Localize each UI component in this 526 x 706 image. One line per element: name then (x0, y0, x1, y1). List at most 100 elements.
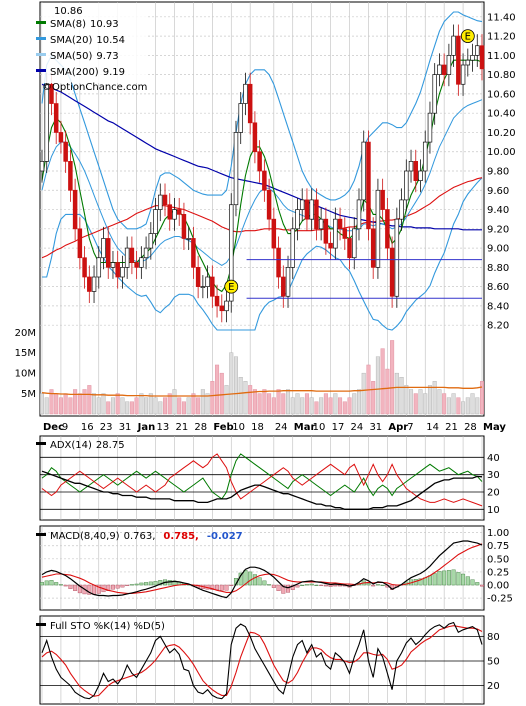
macd-tick-2: 0.50 (487, 554, 509, 565)
candle-body-58 (314, 199, 319, 230)
volume-bar-36 (210, 381, 215, 415)
volume-bar-8 (77, 393, 82, 415)
candle-body-53 (290, 228, 296, 268)
candle-body-71 (375, 189, 381, 268)
macd-hist-bar-50 (276, 584, 281, 592)
macd-hist-bar-36 (210, 584, 215, 590)
candle-body-18 (124, 247, 130, 268)
x-label-8: 28 (194, 422, 207, 433)
macd-hist-bar-82 (427, 575, 432, 586)
candle-body-67 (356, 199, 362, 230)
macd-signal-line (41, 543, 483, 594)
candle-body-8 (77, 228, 83, 259)
adx-tick-2: 20 (487, 488, 500, 499)
volume-bar-17 (120, 397, 125, 415)
volume-bar-63 (338, 397, 343, 415)
volume-bar-58 (314, 401, 319, 415)
volume-bar-78 (409, 389, 414, 415)
macd-hist-bar-86 (446, 570, 451, 586)
volume-bar-16 (115, 393, 120, 415)
macd-hist-bar-90 (465, 576, 470, 586)
candle-body-84 (437, 64, 442, 75)
volume-bar-83 (432, 381, 437, 415)
macd-hist-bar-71 (375, 584, 380, 586)
macd-hist-bar-5 (63, 584, 68, 587)
volume-bar-35 (205, 393, 210, 415)
volume-bar-46 (257, 393, 262, 415)
legend-sma200: SMA(200) 9.19 (50, 67, 125, 78)
minus-di-line (41, 453, 483, 507)
candle-body-19 (129, 247, 135, 263)
volume-bar-68 (361, 372, 366, 415)
macd-hist-bar-70 (371, 584, 376, 587)
stoch-tick-1: 50 (487, 657, 500, 668)
candle-body-63 (337, 218, 343, 230)
macd-line (41, 540, 483, 599)
macd-hist-bar-61 (328, 584, 333, 587)
price-tick-13: 8.80 (487, 263, 509, 274)
volume-bar-67 (356, 389, 361, 415)
sma200-line (41, 83, 482, 231)
macd-tick-1: 0.75 (487, 541, 509, 552)
macd-hist-bar-80 (418, 578, 423, 586)
candle-body-64 (342, 228, 348, 239)
volume-bar-90 (465, 397, 470, 415)
x-label-2: 16 (81, 422, 94, 433)
volume-bar-19 (129, 401, 134, 415)
candle-body-30 (181, 214, 187, 239)
price-tick-8: 9.80 (487, 167, 509, 178)
volume-bar-7 (73, 389, 78, 415)
macd-hist-bar-15 (110, 584, 115, 590)
legend-swatch-sma20 (36, 37, 46, 40)
volume-bar-23 (148, 393, 153, 415)
volume-bar-74 (390, 340, 395, 415)
price-tick-14: 8.60 (487, 282, 509, 293)
candle-body-7 (72, 189, 78, 230)
macd-hist-bar-11 (92, 584, 97, 595)
macd-hist-bar-23 (148, 581, 153, 586)
candle-body-81 (422, 141, 428, 172)
adx-title: ADX(14) 28.75 (50, 440, 125, 451)
volume-bar-89 (461, 401, 466, 415)
x-label-6: 13 (157, 422, 170, 433)
volume-bar-87 (451, 393, 456, 415)
x-label-15: 17 (332, 422, 345, 433)
candle-body-14 (105, 238, 111, 268)
volume-bar-54 (295, 393, 300, 415)
volume-bar-10 (87, 385, 92, 415)
candle-body-72 (380, 189, 385, 210)
x-label-14: 10 (313, 422, 326, 433)
price-tick-3: 10.80 (487, 70, 516, 81)
macd-tick-4: 0.00 (487, 581, 509, 592)
macd-hist-bar-39 (224, 584, 229, 591)
candle-body-50 (276, 247, 281, 278)
macd-hist-bar-55 (300, 584, 305, 586)
candle-body-22 (143, 247, 149, 259)
volume-bar-0 (40, 393, 45, 415)
candle-body-11 (91, 276, 97, 292)
volume-bar-9 (82, 389, 87, 415)
macd-hist-bar-17 (120, 584, 125, 588)
candle-body-21 (139, 257, 144, 268)
earnings-marker-label-0: E (228, 282, 234, 293)
candle-body-88 (456, 35, 461, 85)
legend-box (42, 3, 146, 83)
candle-body-10 (87, 276, 92, 292)
volume-bar-37 (215, 364, 220, 415)
macd-hist-bar-48 (267, 584, 272, 586)
volume-bar-86 (446, 397, 451, 415)
volume-bar-92 (475, 397, 480, 415)
candle-body-70 (370, 228, 376, 268)
candle-body-20 (134, 262, 139, 268)
candle-body-37 (214, 295, 220, 307)
volume-bar-5 (63, 393, 68, 415)
x-label-10: 10 (232, 422, 245, 433)
price-legend: 10.86 SMA(8) 10.93 SMA(20) 10.54 SMA(50) 9.… (36, 3, 147, 93)
candle-body-23 (148, 233, 154, 249)
candle-body-49 (271, 218, 277, 249)
bollinger-lower (42, 177, 483, 331)
adx-tick-0: 40 (487, 453, 500, 464)
volume-bar-79 (413, 393, 418, 415)
candle-body-5 (63, 141, 68, 162)
